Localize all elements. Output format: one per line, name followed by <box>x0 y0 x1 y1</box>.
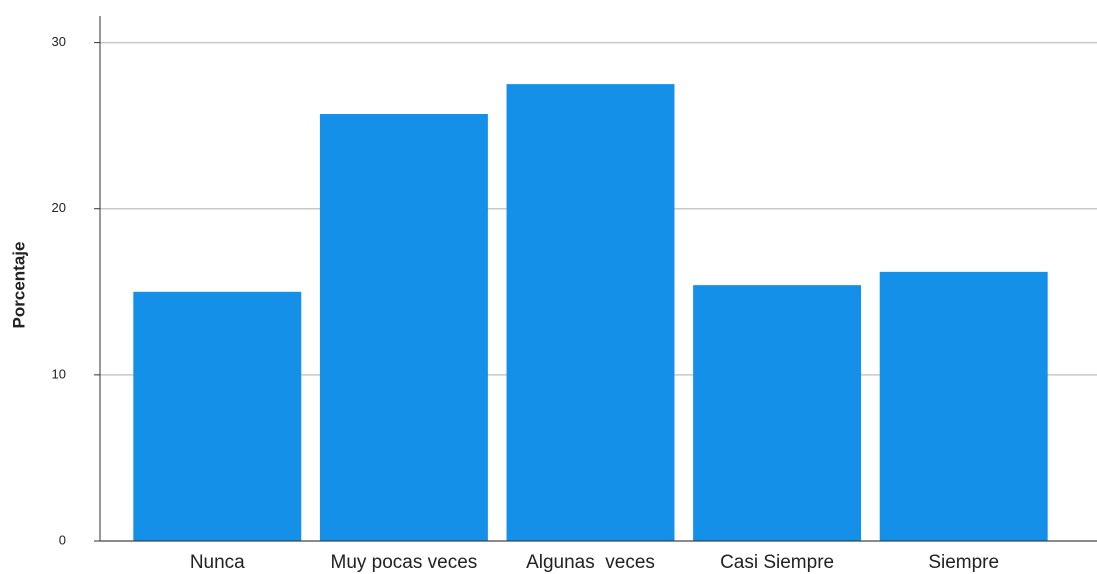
y-tick-label: 20 <box>52 200 66 215</box>
x-tick-label: Algunas veces <box>526 552 655 573</box>
x-tick-label: Siempre <box>928 552 999 573</box>
x-tick-label: Muy pocas veces <box>331 552 478 573</box>
y-tick-label: 0 <box>59 532 66 547</box>
bar <box>879 271 1048 541</box>
bar <box>693 285 862 541</box>
bar <box>506 84 675 541</box>
bar <box>319 114 488 541</box>
bar <box>133 291 302 541</box>
y-tick-label: 10 <box>52 366 66 381</box>
y-axis-label: Porcentaje <box>9 242 28 329</box>
x-tick-label: Nunca <box>190 552 245 573</box>
y-tick-label: 30 <box>52 34 66 49</box>
x-tick-label: Casi Siempre <box>720 552 834 573</box>
